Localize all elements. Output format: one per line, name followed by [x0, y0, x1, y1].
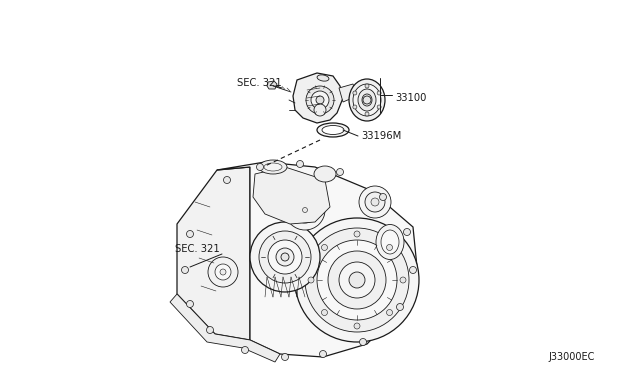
- Circle shape: [305, 228, 409, 332]
- Circle shape: [360, 339, 367, 346]
- Polygon shape: [339, 84, 357, 102]
- Circle shape: [250, 222, 320, 292]
- Circle shape: [321, 310, 328, 315]
- Circle shape: [208, 257, 238, 287]
- Circle shape: [308, 277, 314, 283]
- Circle shape: [186, 231, 193, 237]
- Polygon shape: [177, 167, 250, 340]
- Circle shape: [354, 231, 360, 237]
- Circle shape: [337, 169, 344, 176]
- Circle shape: [400, 277, 406, 283]
- Text: 33196M: 33196M: [361, 131, 401, 141]
- Ellipse shape: [349, 79, 385, 121]
- Circle shape: [223, 176, 230, 183]
- Circle shape: [349, 272, 365, 288]
- Circle shape: [282, 353, 289, 360]
- Circle shape: [186, 301, 193, 308]
- Ellipse shape: [314, 166, 336, 182]
- Text: SEC. 321: SEC. 321: [237, 78, 282, 88]
- Ellipse shape: [317, 75, 329, 81]
- Polygon shape: [170, 294, 280, 362]
- Circle shape: [314, 104, 326, 116]
- Circle shape: [303, 208, 307, 212]
- Ellipse shape: [264, 163, 282, 171]
- Ellipse shape: [353, 84, 381, 116]
- Circle shape: [365, 112, 369, 116]
- Circle shape: [328, 251, 386, 309]
- Circle shape: [339, 262, 375, 298]
- Ellipse shape: [358, 89, 376, 111]
- Circle shape: [377, 105, 381, 109]
- Circle shape: [182, 266, 189, 273]
- Circle shape: [311, 91, 329, 109]
- Text: 33100: 33100: [395, 93, 426, 103]
- Circle shape: [387, 244, 392, 250]
- Circle shape: [363, 96, 371, 104]
- Circle shape: [353, 91, 357, 95]
- Circle shape: [354, 323, 360, 329]
- Circle shape: [257, 164, 264, 170]
- Circle shape: [207, 327, 214, 334]
- Circle shape: [292, 197, 318, 223]
- Circle shape: [276, 248, 294, 266]
- Circle shape: [365, 84, 369, 88]
- Circle shape: [285, 190, 325, 230]
- Ellipse shape: [317, 123, 349, 137]
- Ellipse shape: [376, 224, 404, 260]
- Circle shape: [306, 86, 334, 114]
- Circle shape: [365, 192, 385, 212]
- Circle shape: [377, 91, 381, 95]
- Circle shape: [380, 193, 387, 201]
- Circle shape: [220, 269, 226, 275]
- Polygon shape: [253, 167, 330, 224]
- Circle shape: [215, 264, 231, 280]
- Text: SEC. 321: SEC. 321: [175, 244, 220, 254]
- Text: J33000EC: J33000EC: [548, 352, 595, 362]
- Circle shape: [387, 310, 392, 315]
- Circle shape: [359, 186, 391, 218]
- Polygon shape: [267, 81, 277, 89]
- Circle shape: [403, 228, 410, 235]
- Circle shape: [321, 244, 328, 250]
- Circle shape: [259, 231, 311, 283]
- Circle shape: [241, 346, 248, 353]
- Ellipse shape: [381, 230, 399, 254]
- Ellipse shape: [322, 125, 344, 135]
- Circle shape: [319, 350, 326, 357]
- Polygon shape: [293, 73, 343, 123]
- Circle shape: [296, 160, 303, 167]
- Circle shape: [299, 204, 311, 216]
- Circle shape: [397, 304, 403, 311]
- Circle shape: [353, 105, 357, 109]
- Circle shape: [371, 198, 379, 206]
- Ellipse shape: [259, 160, 287, 174]
- Circle shape: [317, 240, 397, 320]
- Circle shape: [268, 240, 302, 274]
- Polygon shape: [217, 162, 417, 357]
- Circle shape: [316, 96, 324, 104]
- Circle shape: [281, 253, 289, 261]
- Circle shape: [295, 218, 419, 342]
- Ellipse shape: [362, 94, 372, 106]
- Circle shape: [410, 266, 417, 273]
